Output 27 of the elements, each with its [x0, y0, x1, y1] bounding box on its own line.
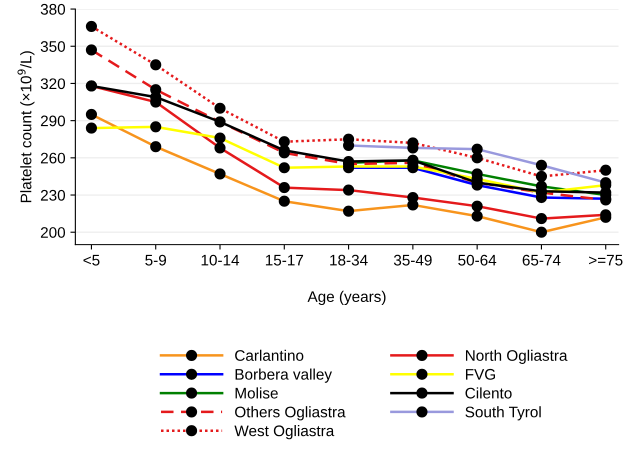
y-tick-label: 380 [40, 4, 66, 15]
x-tick-label: 65-74 [522, 254, 561, 266]
legend-label: West Ogliastra [234, 425, 334, 440]
legend-label: Borbera valley [236, 368, 332, 383]
y-tick-label: 200 [40, 227, 66, 238]
legend-label: North Ogliastra [466, 350, 568, 364]
x-tick-label: <5 [83, 254, 100, 266]
x-tick-label: 18-34 [330, 254, 368, 266]
legend-label: Cilento [466, 387, 512, 399]
y-axis-title: Platelet count (×10$^{9}$/L) [17, 51, 34, 202]
x-axis-title: Age (years) [308, 290, 386, 306]
legend-label: Carlantino [235, 350, 304, 361]
legend-label: FVG [466, 368, 495, 380]
y-tick-label: 230 [40, 190, 66, 201]
x-tick-label: 15-17 [266, 254, 304, 266]
x-tick-label: 35-49 [394, 254, 432, 266]
y-tick-label: 290 [40, 116, 66, 126]
y-tick-label: 320 [40, 78, 66, 90]
legend-label: South Tyrol [465, 406, 541, 420]
legend-label: Others Ogliastra [235, 406, 346, 420]
legend-label: Molise [236, 387, 278, 399]
y-tick-label: 260 [40, 152, 66, 164]
x-tick-label: >=75 [589, 254, 622, 266]
x-tick-label: 50-64 [458, 254, 496, 266]
y-tick-label: 350 [40, 41, 66, 52]
x-tick-label: 10-14 [202, 254, 240, 266]
x-tick-label: 5-9 [145, 254, 166, 266]
